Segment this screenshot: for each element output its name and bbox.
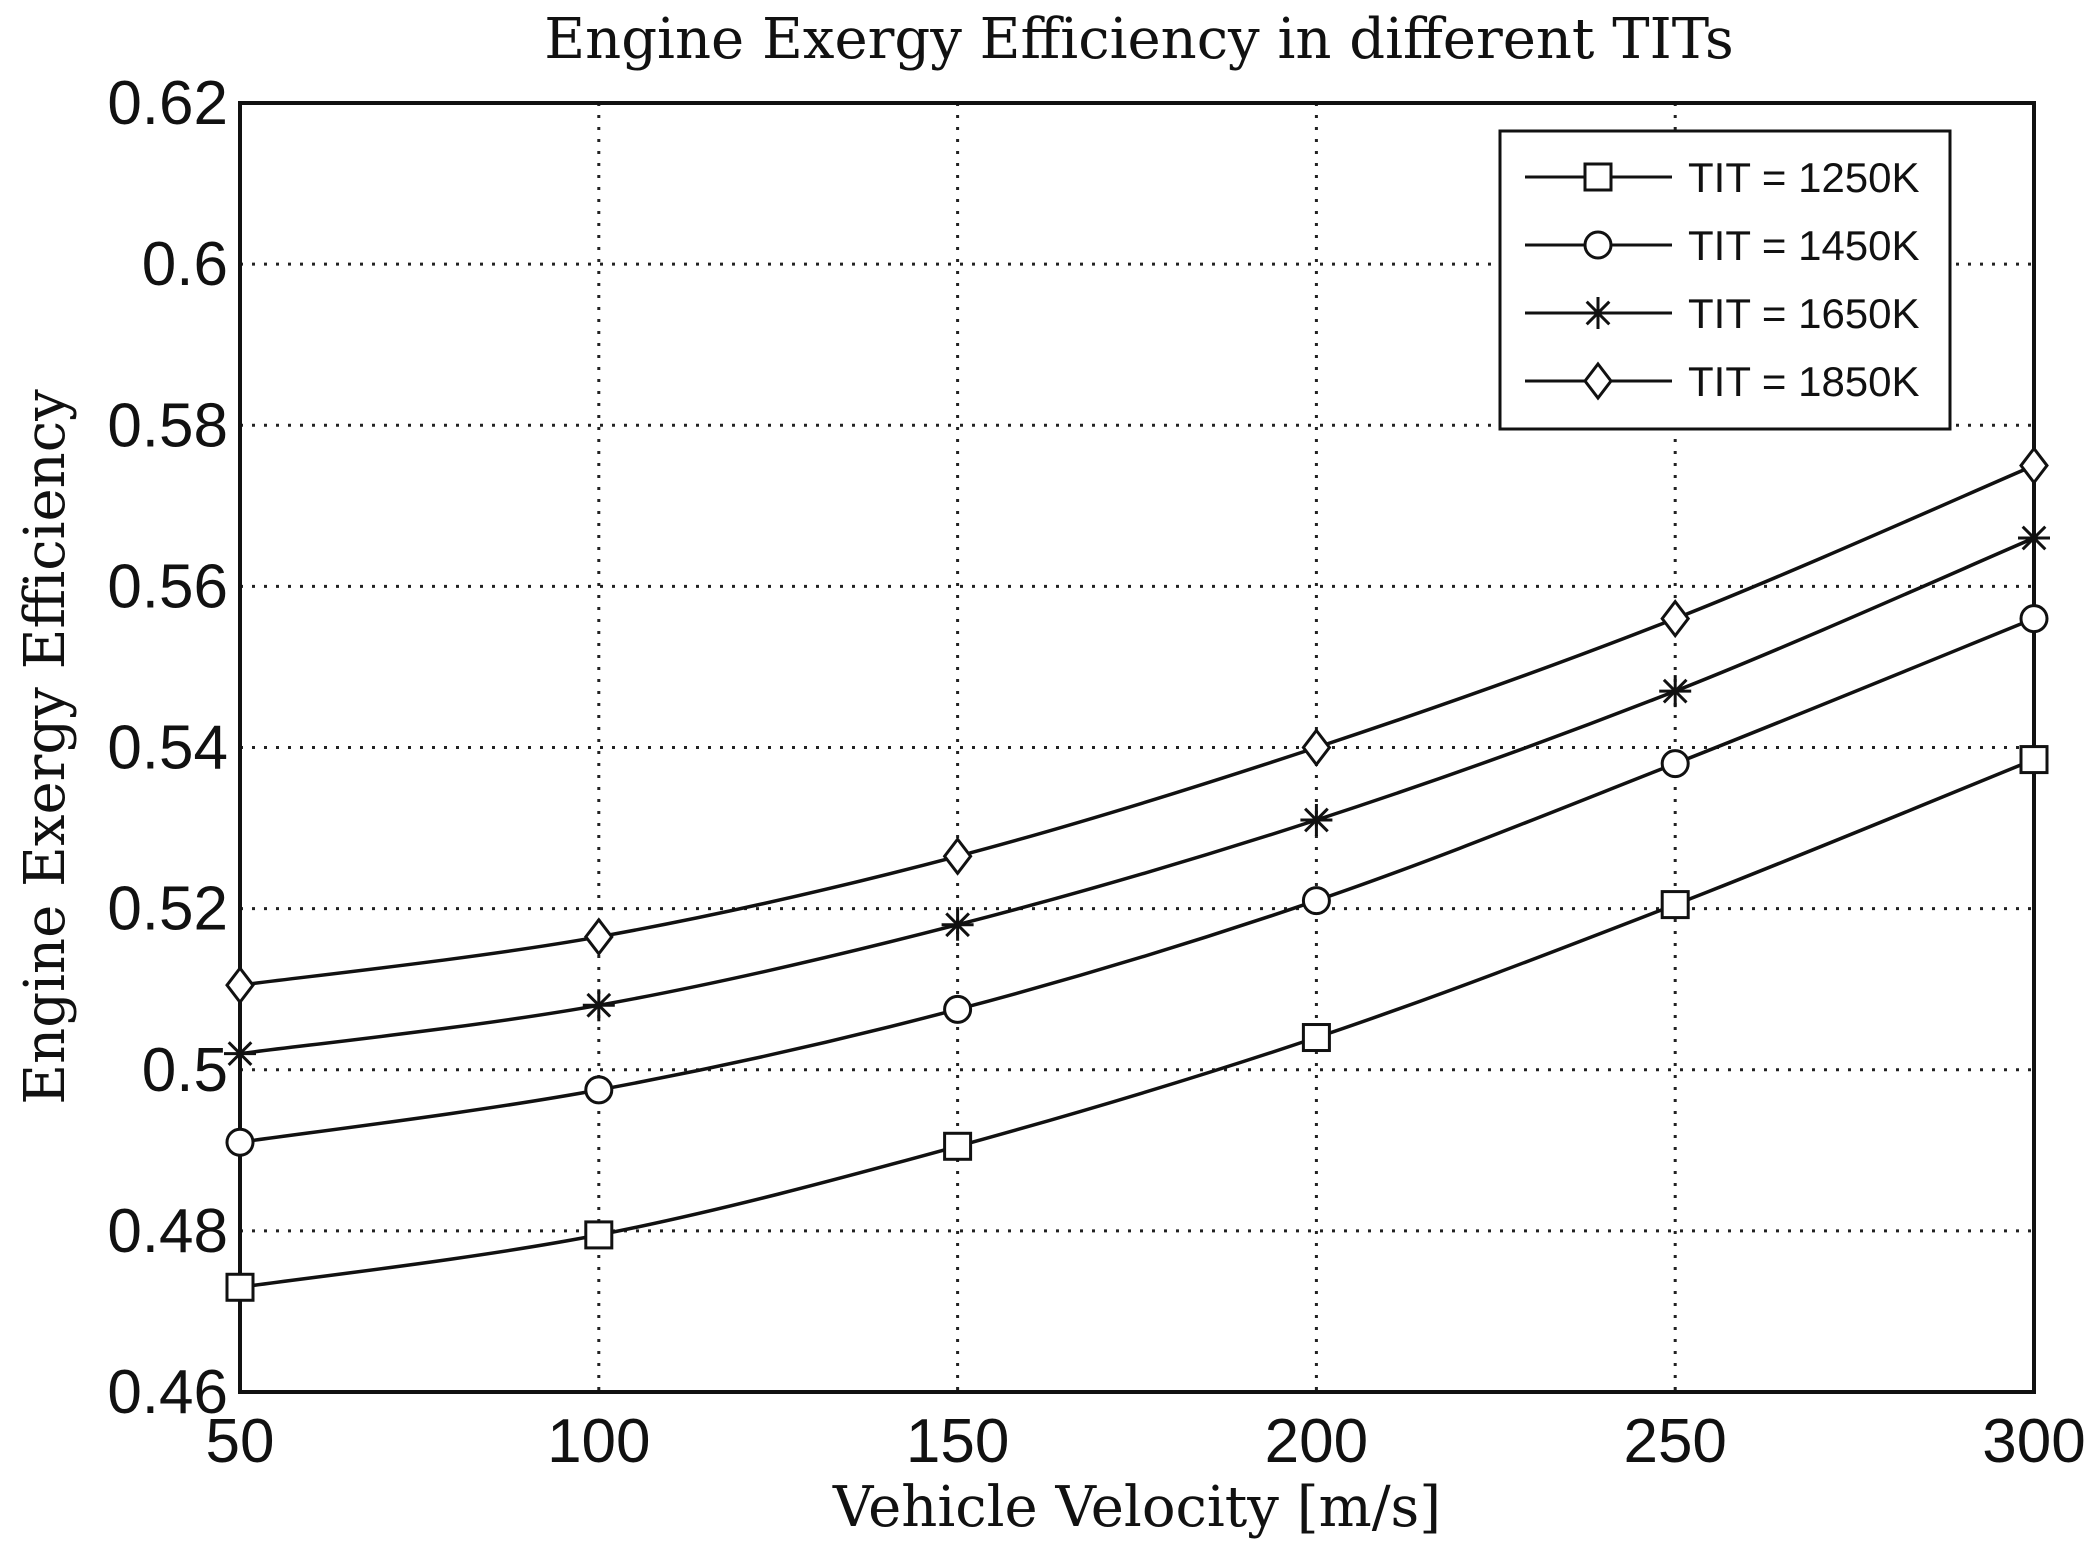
y-tick-label: 0.5 (142, 1036, 228, 1105)
legend-box (1498, 129, 1952, 431)
chart-title: Engine Exergy Efficiency in different TI… (544, 7, 1733, 72)
data-point-circle (2019, 604, 2049, 634)
data-point-diamond (1660, 599, 1691, 639)
data-point-star (2018, 522, 2050, 555)
y-tick-label: 0.46 (107, 1358, 228, 1427)
legend-entry: TIT = 1450K (1525, 222, 1920, 269)
y-tick-label: 0.56 (107, 552, 228, 621)
x-axis-label: Vehicle Velocity [m/s] (832, 1475, 1441, 1540)
legend-label: TIT = 1250K (1688, 154, 1920, 201)
legend-marker-star (1582, 297, 1614, 329)
y-axis-label: Engine Exergy Efficiency (13, 389, 78, 1105)
series-line (239, 757, 2035, 1290)
data-point-diamond (942, 836, 973, 876)
data-point-star (1659, 675, 1692, 708)
series-diamond (225, 446, 2049, 1005)
legend-marker-circle (1583, 230, 1613, 260)
y-tick-label: 0.6 (142, 230, 228, 299)
data-series (224, 446, 2050, 1302)
y-tick-label: 0.58 (107, 391, 228, 460)
legend-label: TIT = 1850K (1688, 358, 1920, 405)
legend-label: TIT = 1450K (1688, 222, 1920, 269)
series-line (239, 536, 2035, 1056)
legend-label: TIT = 1650K (1688, 290, 1920, 337)
y-tick-label: 0.52 (107, 875, 228, 944)
x-axis-ticks: 50 100 150 200 250 300 (206, 1407, 2086, 1476)
legend: TIT = 1250K TIT = 1450K TIT = 1650K TIT = 1… (1498, 129, 1952, 431)
y-axis-ticks: 0.46 0.48 0.5 0.52 0.54 0.56 0.58 0.6 0.62 (107, 69, 228, 1427)
data-point-square (1660, 890, 1690, 920)
x-tick-label: 150 (906, 1407, 1009, 1476)
legend-entry: TIT = 1250K (1525, 154, 1920, 201)
y-tick-label: 0.62 (107, 69, 228, 138)
x-tick-label: 300 (1982, 1407, 2085, 1476)
data-point-circle (1301, 886, 1331, 916)
y-tick-label: 0.54 (107, 714, 228, 783)
data-point-circle (225, 1127, 255, 1157)
x-tick-label: 50 (206, 1407, 275, 1476)
series-line (239, 616, 2035, 1144)
data-point-circle (943, 994, 973, 1024)
series-line (239, 463, 2035, 987)
x-tick-label: 100 (547, 1407, 650, 1476)
data-point-square (225, 1272, 255, 1302)
data-point-star (582, 989, 615, 1022)
data-point-circle (584, 1075, 614, 1105)
series-circle (225, 604, 2049, 1157)
data-point-square (2019, 745, 2049, 775)
series-star (224, 522, 2050, 1070)
data-point-square (1301, 1023, 1331, 1053)
legend-marker-square (1583, 162, 1613, 192)
data-point-star (224, 1037, 256, 1070)
y-tick-label: 0.48 (107, 1197, 228, 1266)
data-point-square (943, 1131, 973, 1161)
data-point-star (941, 908, 974, 941)
x-tick-label: 200 (1265, 1407, 1368, 1476)
data-point-square (584, 1220, 614, 1250)
legend-entry: TIT = 1850K (1525, 358, 1920, 405)
x-tick-label: 250 (1623, 1407, 1726, 1476)
data-point-diamond (1301, 728, 1332, 767)
data-point-diamond (225, 965, 255, 1005)
series-square (225, 745, 2049, 1302)
legend-marker-diamond (1583, 361, 1613, 401)
data-point-diamond (2019, 446, 2049, 486)
data-point-diamond (583, 917, 614, 957)
legend-entry: TIT = 1650K (1525, 290, 1920, 337)
data-point-circle (1660, 749, 1690, 779)
data-point-star (1300, 804, 1333, 837)
